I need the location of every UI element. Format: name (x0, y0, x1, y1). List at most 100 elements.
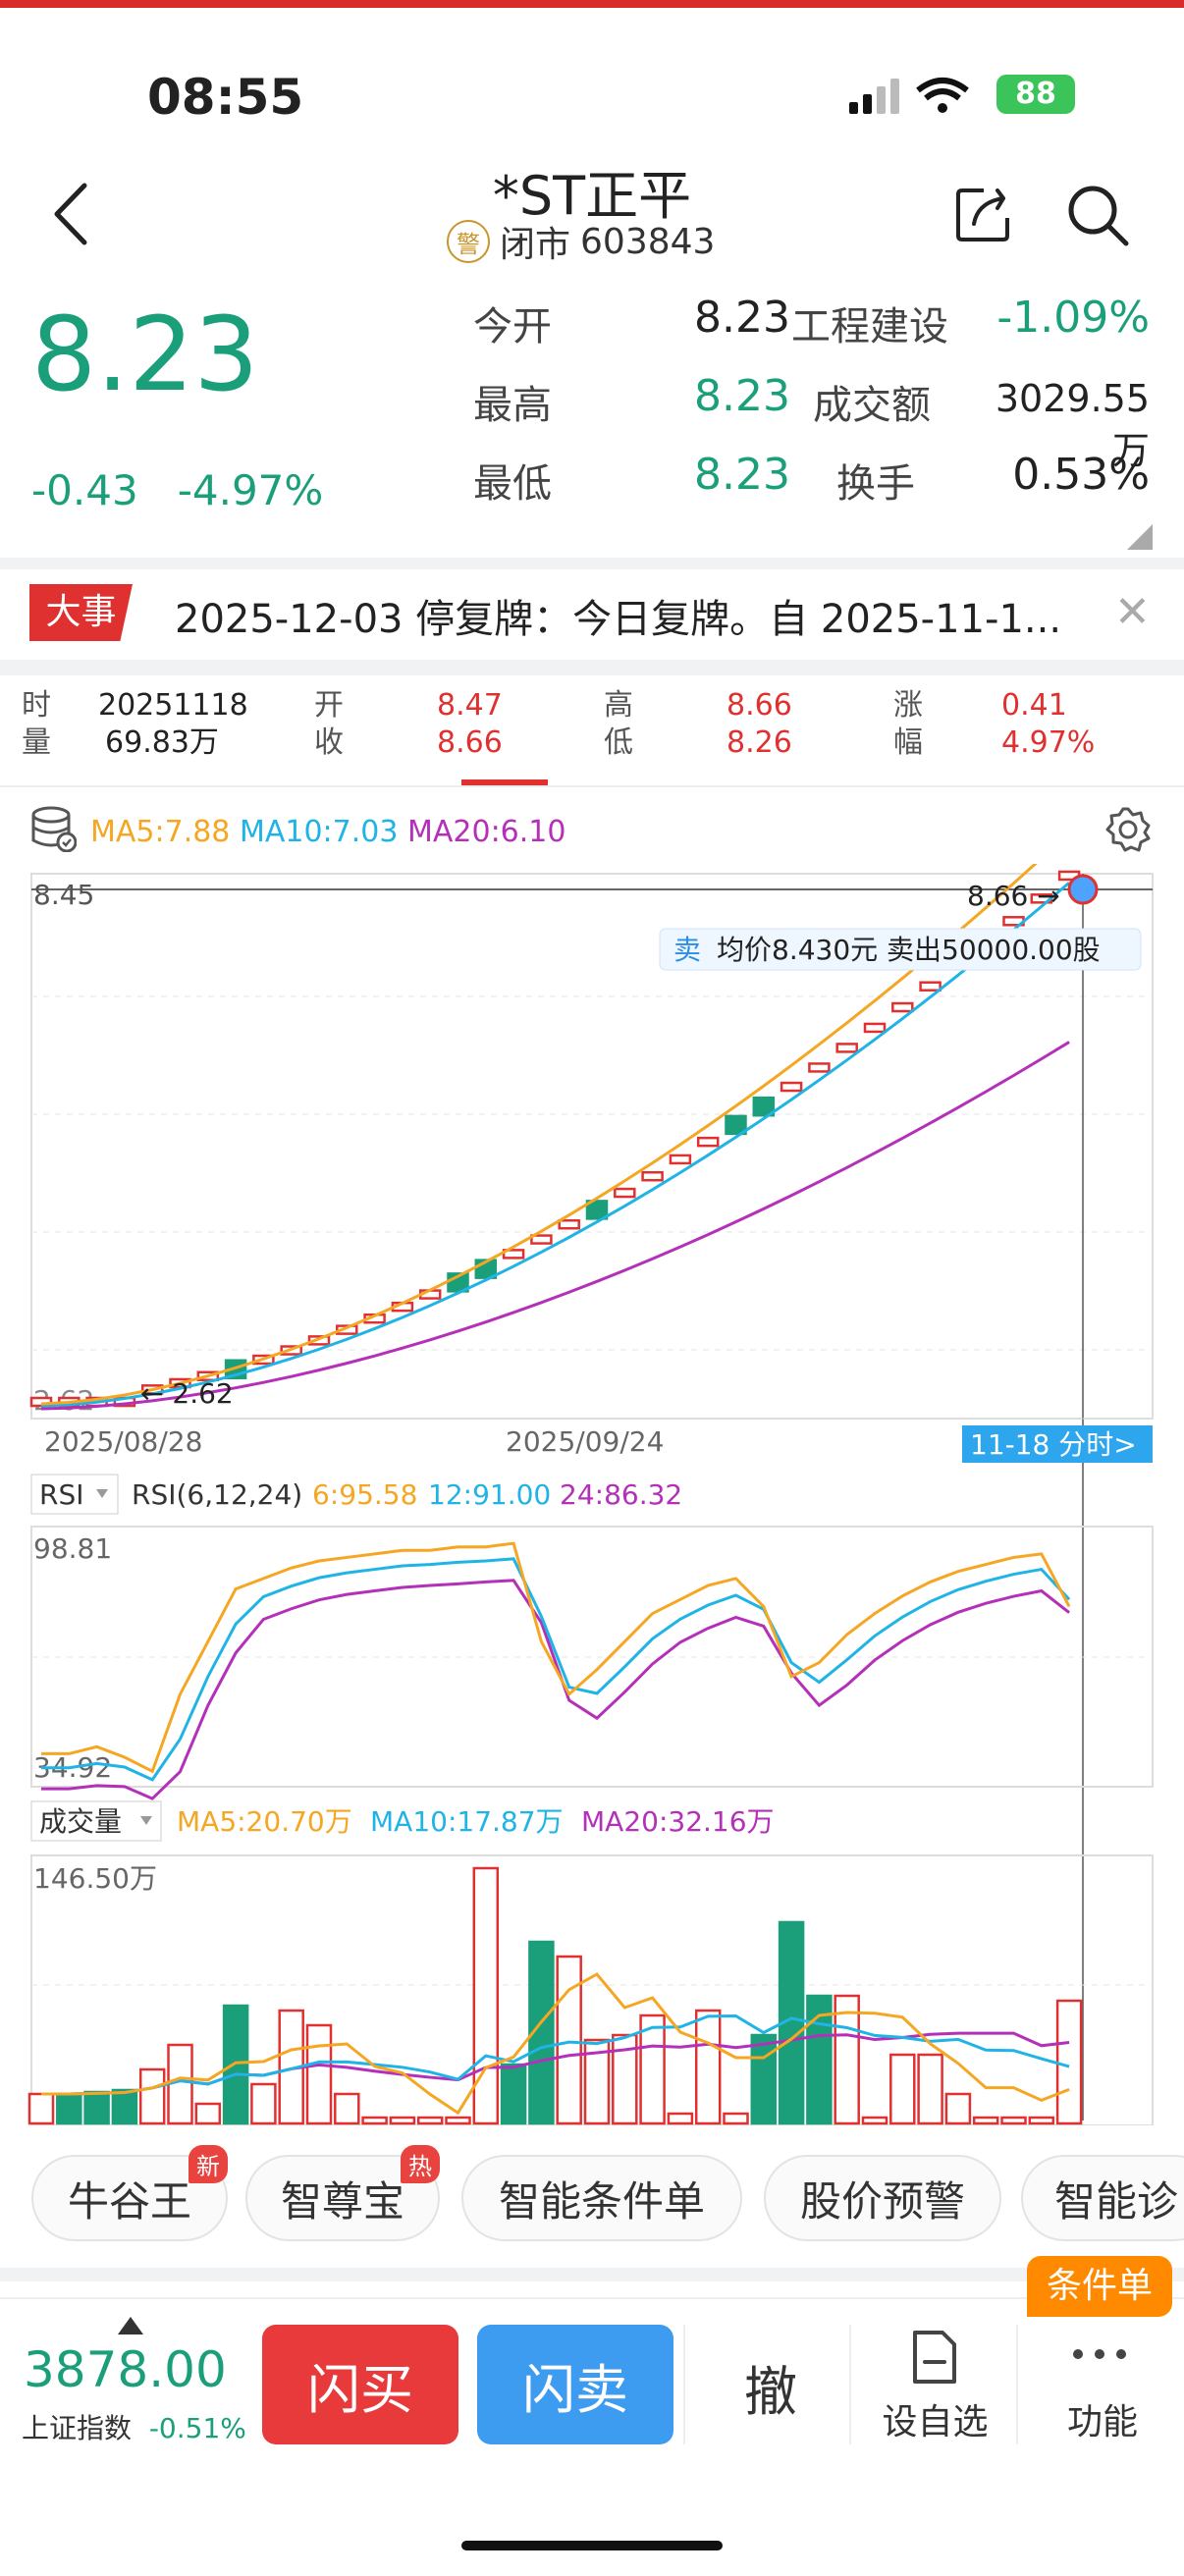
feature-zhizunbao[interactable]: 智尊宝热 (245, 2145, 440, 2241)
intraday-link-label: 11-18 分时> (970, 1428, 1137, 1461)
volume-bar (1055, 1999, 1083, 2125)
event-tag: 大事 (29, 584, 133, 641)
info-change: 0.41 4.97% (1001, 687, 1095, 762)
condition-order-badge[interactable]: 条件单 (1027, 2256, 1172, 2317)
divider (0, 785, 1184, 787)
quick-buy-button[interactable]: 闪买 (262, 2325, 458, 2444)
divider (0, 660, 1184, 675)
ma10-line (40, 881, 1071, 1408)
sell-point-icon[interactable] (1067, 874, 1099, 905)
volume-bar (389, 2116, 416, 2125)
volume-bar (1028, 2116, 1055, 2125)
database-icon[interactable] (29, 805, 77, 852)
rsi6-line (41, 1541, 1071, 1774)
info-date-volume: 20251118 69.83万 (98, 687, 248, 762)
index-up-arrow-icon (118, 2317, 143, 2334)
close-icon[interactable]: ✕ (1114, 587, 1151, 637)
search-icon[interactable] (1065, 183, 1130, 247)
candle (808, 1062, 831, 1073)
back-arrow-icon[interactable] (51, 182, 90, 246)
volume-bar (750, 2033, 778, 2125)
ma5-value: MA5:7.88 (90, 815, 231, 849)
home-indicator (461, 2541, 723, 2550)
volume-bars (27, 1866, 1083, 2125)
vol-ma5-line (41, 1972, 1070, 2116)
active-tab-indicator (461, 779, 548, 785)
hot-badge: 热 (401, 2145, 440, 2183)
info-labels-3: 高低 (604, 688, 633, 760)
date-label-start: 2025/08/28 (44, 1425, 202, 1458)
volume-bar (1000, 2116, 1027, 2125)
volume-bar (416, 2116, 444, 2125)
info-labels-4: 涨幅 (893, 688, 923, 760)
intraday-link-button[interactable] (962, 1425, 1153, 1463)
event-text[interactable]: 2025-12-03 停复牌：今日复牌。自 2025-11-1... (175, 597, 1062, 642)
volume-bar (250, 2082, 277, 2125)
add-favorite-icon[interactable] (907, 2329, 958, 2386)
feature-price-alert[interactable]: 股价预警 (764, 2155, 1001, 2241)
sector-name[interactable]: 工程建设 (791, 304, 948, 349)
sell-tooltip-text: 均价8.430元 卖出50000.00股 (717, 934, 1101, 966)
candle (614, 1187, 636, 1199)
vol-ma5: MA5:20.70万 (177, 1805, 352, 1838)
low-label: 最低 (473, 461, 552, 507)
divider (1016, 2325, 1018, 2444)
add-watchlist-label[interactable]: 设自选 (882, 2402, 989, 2442)
divider (683, 2325, 685, 2444)
info-date: 20251118 (98, 688, 248, 723)
volume-bar (944, 2092, 972, 2125)
volume-bar (83, 2090, 110, 2125)
rsi24-line (41, 1579, 1071, 1800)
candle (585, 1200, 609, 1220)
sell-tooltip-tag: 卖 (673, 934, 701, 966)
last-price: 8.23 (31, 295, 259, 414)
volume-selector[interactable] (30, 1800, 162, 1842)
quick-sell-button[interactable]: 闪卖 (477, 2325, 673, 2444)
volume-bar (56, 2092, 82, 2125)
volume-bar (138, 2067, 166, 2125)
stock-code: 603843 (580, 221, 716, 262)
feature-smart-condition[interactable]: 智能条件单 (461, 2155, 742, 2241)
stock-subtitle: 警 闭市 603843 (447, 216, 715, 267)
more-functions-label[interactable]: 功能 (1066, 2402, 1138, 2442)
amount-label: 成交额 (813, 383, 931, 428)
high-label: 最高 (473, 383, 552, 428)
vol-ma10: MA10:17.87万 (370, 1805, 564, 1838)
info-high-low: 8.66 8.26 (727, 687, 792, 762)
amount-value: 3029.55万 (995, 377, 1150, 472)
open-label: 今开 (473, 304, 552, 349)
info-labels-1: 时量 (22, 688, 51, 760)
rsi-params: RSI(6,12,24) (132, 1478, 302, 1511)
volume-bar (361, 2116, 388, 2125)
info-labels-2: 开收 (314, 688, 344, 760)
expand-corner-icon[interactable] (1127, 524, 1153, 550)
feature-smart-diagnosis[interactable]: 智能诊 (1021, 2155, 1184, 2241)
volume-bar (667, 2112, 694, 2125)
kline-chart[interactable]: 8.45 2.62 8.66 → ← 2.62 卖 均价8.430元 卖出500… (0, 864, 1184, 2125)
rsi12-line (41, 1557, 1071, 1782)
divider (0, 558, 1184, 569)
share-icon[interactable] (954, 183, 1019, 243)
status-time: 08:55 (147, 69, 304, 126)
settings-gear-icon[interactable] (1103, 805, 1153, 854)
high-marker-label: 8.66 → (967, 880, 1060, 912)
new-badge: 新 (188, 2145, 228, 2183)
info-volume: 69.83万 (105, 725, 219, 760)
ma5-line (40, 864, 1038, 1406)
feature-niuguwang[interactable]: 牛谷王新 (31, 2145, 228, 2241)
info-chg: 0.41 (1001, 688, 1067, 723)
volume-bar (834, 1994, 860, 2125)
chevron-down-icon (140, 1816, 152, 1825)
cancel-order-button[interactable]: 撤 (744, 2361, 797, 2423)
more-dots-icon[interactable] (1070, 2346, 1129, 2362)
info-open-close: 8.47 8.66 (437, 687, 503, 762)
candle (919, 981, 942, 992)
candle (558, 1218, 580, 1230)
index-value[interactable]: 3878.00 (24, 2341, 227, 2398)
index-caption: 上证指数 -0.51% (22, 2407, 246, 2446)
change-value: -0.43 (31, 466, 138, 514)
sector-percent: -1.09% (996, 293, 1150, 343)
volume-selector-label: 成交量 (39, 1805, 122, 1838)
volume-bar (445, 2116, 471, 2125)
turnover-value: 0.53% (1012, 450, 1150, 500)
